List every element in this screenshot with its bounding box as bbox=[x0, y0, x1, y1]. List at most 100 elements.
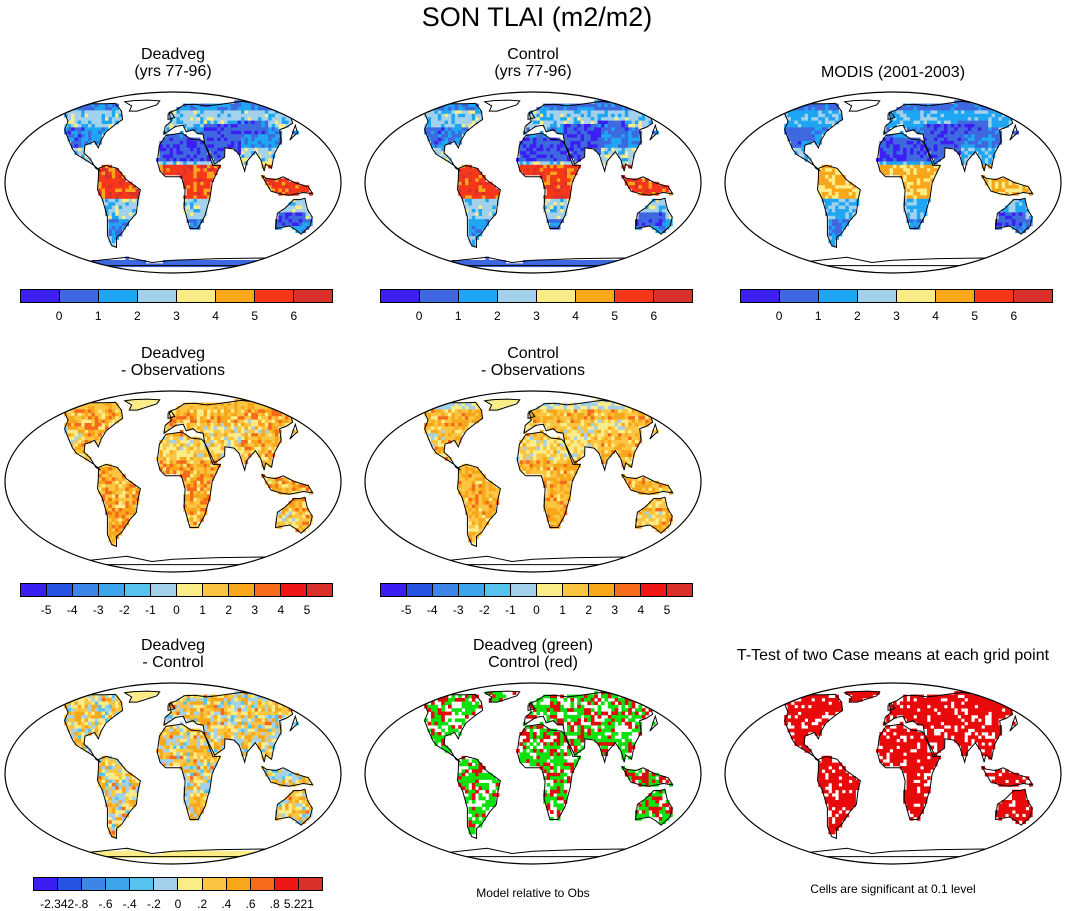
map-cell bbox=[190, 151, 194, 155]
map-cell bbox=[128, 195, 133, 200]
map-cell bbox=[207, 409, 211, 414]
map-cell bbox=[74, 151, 79, 155]
map-cell bbox=[271, 134, 276, 138]
map-cell bbox=[539, 161, 544, 166]
colorbar-swatch bbox=[780, 290, 819, 302]
map-cell bbox=[944, 134, 948, 138]
map-cell bbox=[971, 124, 975, 128]
map-cell bbox=[821, 185, 826, 189]
map-cell bbox=[288, 409, 293, 414]
map-cell bbox=[441, 124, 445, 128]
map-cell bbox=[587, 130, 592, 135]
map-cell bbox=[454, 107, 459, 111]
map-cell bbox=[142, 260, 147, 264]
map-cell bbox=[621, 117, 626, 121]
map-cell bbox=[108, 467, 113, 471]
map-cell bbox=[560, 117, 564, 121]
map-cell bbox=[475, 195, 479, 200]
map-cell bbox=[203, 120, 208, 125]
map-cell bbox=[828, 215, 833, 220]
map-cell bbox=[923, 137, 928, 142]
map-cell bbox=[1012, 198, 1016, 203]
map-cell bbox=[468, 103, 473, 108]
map-cell bbox=[899, 144, 904, 149]
map-cell bbox=[471, 226, 476, 230]
map-cell bbox=[587, 117, 592, 121]
map-cell bbox=[166, 460, 170, 465]
map-cell bbox=[247, 416, 252, 420]
map-cell bbox=[84, 412, 89, 417]
map-cell bbox=[475, 168, 479, 172]
map-cell bbox=[920, 117, 924, 121]
map-cell bbox=[1008, 117, 1013, 121]
map-cell bbox=[278, 219, 283, 223]
map-cell bbox=[176, 419, 181, 424]
map-cell bbox=[91, 120, 96, 125]
map-cell bbox=[451, 124, 456, 128]
map-cell bbox=[475, 260, 479, 264]
map-cell bbox=[247, 141, 252, 145]
map-cell bbox=[77, 117, 82, 121]
map-cell bbox=[173, 446, 177, 451]
map-cell bbox=[74, 110, 79, 115]
map-cell bbox=[108, 260, 113, 264]
map-cell bbox=[77, 446, 82, 451]
map-cell bbox=[81, 423, 85, 427]
map-cell bbox=[937, 151, 941, 155]
map-cell bbox=[587, 110, 592, 115]
map-cell bbox=[264, 412, 269, 417]
map-cell bbox=[1015, 215, 1020, 220]
map-cell bbox=[94, 117, 99, 121]
map-cell bbox=[118, 229, 123, 234]
map-cell bbox=[431, 117, 435, 121]
map-cell bbox=[454, 260, 459, 264]
map-cell bbox=[173, 154, 177, 159]
map-cell bbox=[210, 127, 215, 132]
map-cell bbox=[410, 107, 415, 111]
map-cell bbox=[118, 188, 123, 193]
map-cell bbox=[1005, 219, 1009, 223]
map-cell bbox=[618, 263, 622, 268]
map-cell bbox=[115, 219, 119, 223]
map-cell bbox=[777, 107, 782, 111]
map-cell bbox=[237, 429, 242, 434]
map-cell bbox=[241, 406, 245, 410]
map-cell bbox=[98, 120, 102, 125]
map-cell bbox=[957, 124, 962, 128]
map-cell bbox=[169, 450, 174, 454]
map-cell bbox=[190, 406, 194, 410]
map-cell bbox=[196, 419, 201, 424]
map-cell bbox=[546, 120, 551, 125]
map-cell bbox=[961, 127, 965, 132]
map-cell bbox=[244, 124, 249, 128]
map-cell bbox=[903, 164, 907, 169]
map-cell bbox=[791, 127, 795, 132]
map-cell bbox=[105, 168, 109, 172]
map-cell bbox=[244, 103, 249, 108]
map-cell bbox=[196, 260, 201, 264]
map-cell bbox=[835, 222, 839, 227]
map-cell bbox=[101, 195, 106, 200]
map-cell bbox=[247, 402, 252, 407]
map-cell bbox=[543, 202, 547, 206]
map-cell bbox=[920, 130, 924, 135]
map-cell bbox=[50, 406, 55, 410]
map-cell bbox=[298, 185, 303, 189]
map-cell bbox=[247, 130, 252, 135]
map-cell bbox=[468, 226, 473, 230]
map-cell bbox=[190, 409, 194, 414]
map-cell bbox=[207, 440, 211, 444]
map-cell bbox=[628, 151, 632, 155]
map-cell bbox=[478, 229, 483, 234]
map-cell bbox=[111, 412, 116, 417]
map-cell bbox=[893, 134, 897, 138]
map-cell bbox=[560, 144, 564, 149]
map-cell bbox=[196, 219, 201, 223]
map-cell bbox=[475, 185, 479, 189]
colorbar-swatch bbox=[936, 290, 975, 302]
map-cell bbox=[91, 130, 96, 135]
map-cell bbox=[118, 202, 123, 206]
map-cell bbox=[224, 120, 228, 125]
map-cell bbox=[804, 107, 809, 111]
map-cell bbox=[937, 130, 941, 135]
